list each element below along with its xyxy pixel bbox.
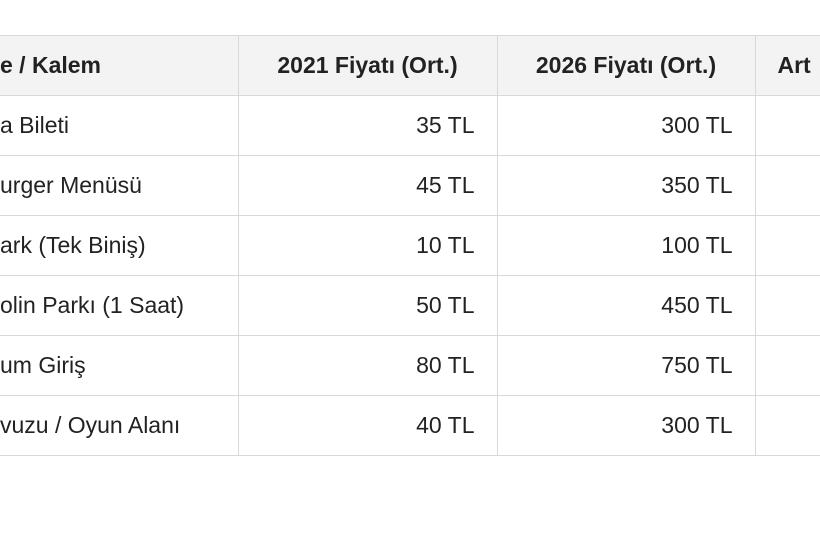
table-cell xyxy=(754,155,820,216)
table-cell: 40 TL xyxy=(237,395,498,456)
table-cell: vuzu / Oyun Alanı xyxy=(0,395,239,456)
header-row: e / Kalem 2021 Fiyatı (Ort.) 2026 Fiyatı (… xyxy=(0,35,820,96)
table-cell: 50 TL xyxy=(237,275,498,336)
table-cell xyxy=(754,395,820,456)
table-cell: 45 TL xyxy=(237,155,498,216)
table-cell: 10 TL xyxy=(237,215,498,276)
table-cell: 300 TL xyxy=(496,395,756,456)
table-cell: a Bileti xyxy=(0,95,239,156)
table-row: olin Parkı (1 Saat) 50 TL 450 TL xyxy=(0,275,820,336)
table-cell: urger Menüsü xyxy=(0,155,239,216)
header-cell: 2026 Fiyatı (Ort.) xyxy=(496,35,756,96)
table-row: vuzu / Oyun Alanı 40 TL 300 TL xyxy=(0,395,820,456)
price-table: e / Kalem 2021 Fiyatı (Ort.) 2026 Fiyatı (… xyxy=(0,35,820,456)
table-row: urger Menüsü 45 TL 350 TL xyxy=(0,155,820,216)
table-row: um Giriş 80 TL 750 TL xyxy=(0,335,820,396)
table-container: e / Kalem 2021 Fiyatı (Ort.) 2026 Fiyatı (… xyxy=(0,35,820,456)
table-row: ark (Tek Biniş) 10 TL 100 TL xyxy=(0,215,820,276)
header-cell: Art xyxy=(754,35,820,96)
table-cell: 80 TL xyxy=(237,335,498,396)
table-cell: 35 TL xyxy=(237,95,498,156)
table-cell: 100 TL xyxy=(496,215,756,276)
table-cell: olin Parkı (1 Saat) xyxy=(0,275,239,336)
table-row: a Bileti 35 TL 300 TL xyxy=(0,95,820,156)
table-cell: 350 TL xyxy=(496,155,756,216)
table-cell: 300 TL xyxy=(496,95,756,156)
table-cell: 450 TL xyxy=(496,275,756,336)
table-cell xyxy=(754,95,820,156)
header-cell: e / Kalem xyxy=(0,35,239,96)
table-cell: 750 TL xyxy=(496,335,756,396)
table-cell: um Giriş xyxy=(0,335,239,396)
header-cell: 2021 Fiyatı (Ort.) xyxy=(237,35,498,96)
table-cell xyxy=(754,215,820,276)
table-cell xyxy=(754,275,820,336)
table-cell xyxy=(754,335,820,396)
table-cell: ark (Tek Biniş) xyxy=(0,215,239,276)
table-body: a Bileti 35 TL 300 TL urger Menüsü 45 TL 350 … xyxy=(0,95,820,456)
